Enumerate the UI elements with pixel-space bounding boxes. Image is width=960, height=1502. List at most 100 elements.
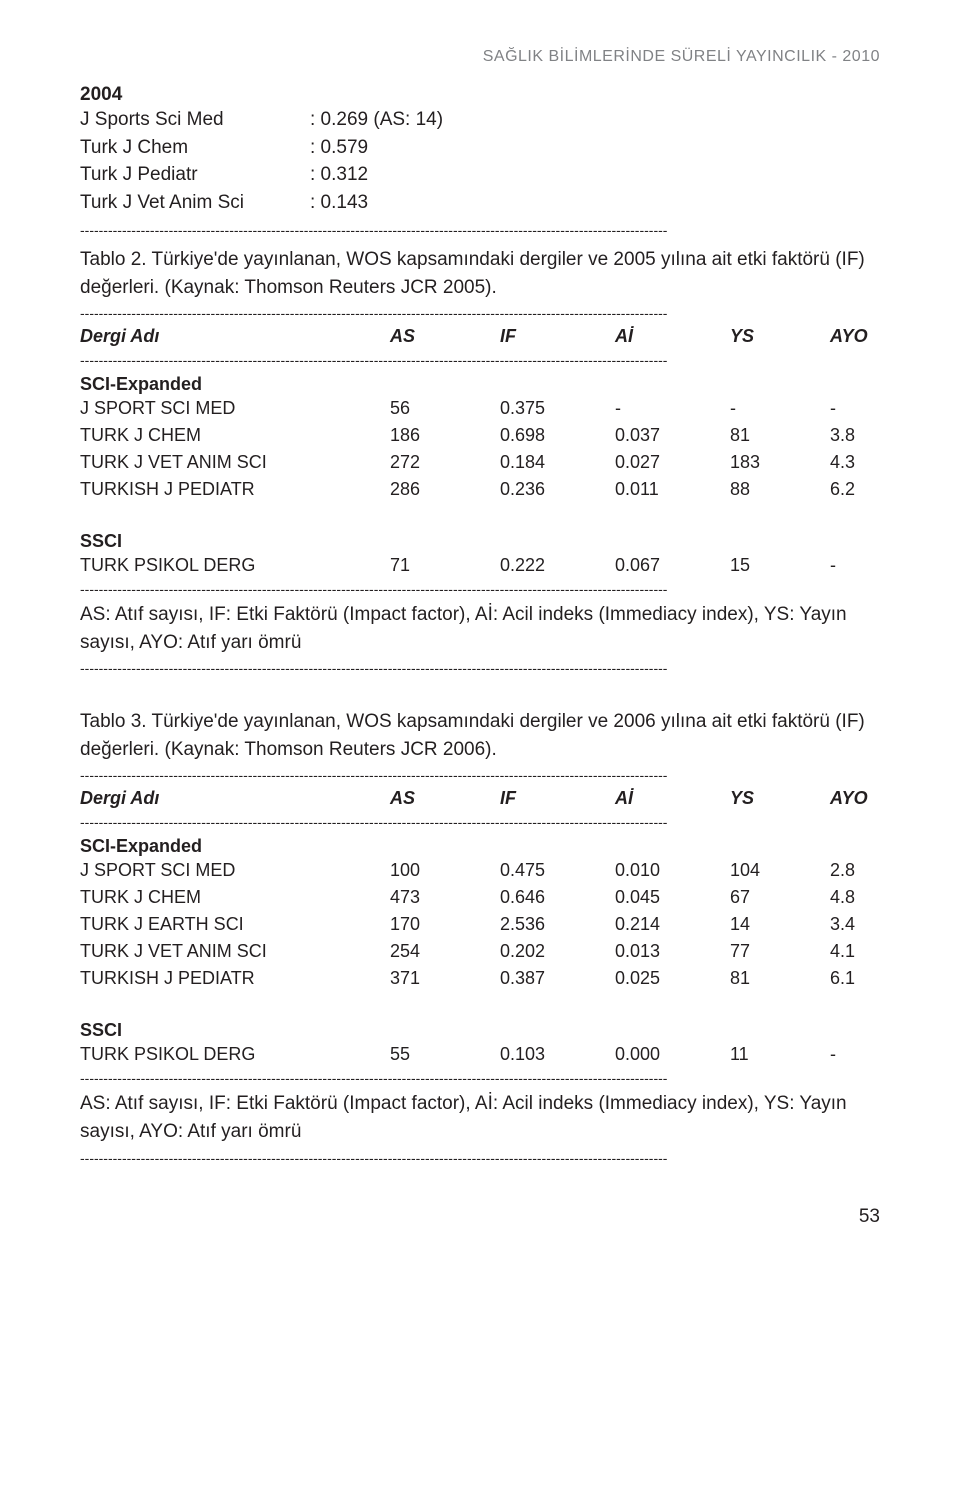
tablo2-ssci-label: SSCI xyxy=(80,531,880,552)
col-ys: YS xyxy=(730,785,830,812)
cell: 170 xyxy=(390,911,500,938)
journal-line: J Sports Sci Med : 0.269 (AS: 14) xyxy=(80,106,880,134)
separator: ----------------------------------------… xyxy=(80,352,880,368)
cell: 272 xyxy=(390,449,500,476)
tablo2-note: AS: Atıf sayısı, IF: Etki Faktörü (Impac… xyxy=(80,601,880,656)
cell: 0.013 xyxy=(615,938,730,965)
cell: 3.8 xyxy=(830,422,880,449)
table-row: TURK J CHEM4730.6460.045674.8 xyxy=(80,884,880,911)
cell: 0.027 xyxy=(615,449,730,476)
cell: 56 xyxy=(390,395,500,422)
cell: - xyxy=(615,395,730,422)
journal-name: Turk J Chem xyxy=(80,134,310,162)
col-as: AS xyxy=(390,785,500,812)
col-name: Dergi Adı xyxy=(80,323,390,350)
journal-name: Turk J Vet Anim Sci xyxy=(80,189,310,217)
separator: ----------------------------------------… xyxy=(80,222,880,238)
cell: 2.8 xyxy=(830,857,880,884)
journal-line: Turk J Pediatr : 0.312 xyxy=(80,161,880,189)
cell: TURKISH J PEDIATR xyxy=(80,476,390,503)
col-ys: YS xyxy=(730,323,830,350)
cell: 3.4 xyxy=(830,911,880,938)
cell: 11 xyxy=(730,1041,830,1068)
cell: 0.025 xyxy=(615,965,730,992)
cell: 4.8 xyxy=(830,884,880,911)
page-header: SAĞLIK BİLİMLERİNDE SÜRELİ YAYINCILIK - … xyxy=(80,48,880,66)
year-2004: 2004 xyxy=(80,84,880,106)
separator: ----------------------------------------… xyxy=(80,660,880,676)
cell: 81 xyxy=(730,965,830,992)
cell: TURKISH J PEDIATR xyxy=(80,965,390,992)
cell: 0.000 xyxy=(615,1041,730,1068)
table-row: TURK J VET ANIM SCI2540.2020.013774.1 xyxy=(80,938,880,965)
cell: TURK PSIKOL DERG xyxy=(80,1041,390,1068)
journal-line: Turk J Chem : 0.579 xyxy=(80,134,880,162)
page-number: 53 xyxy=(80,1206,880,1228)
cell: 0.375 xyxy=(500,395,615,422)
tablo3-caption: Tablo 3. Türkiye'de yayınlanan, WOS kaps… xyxy=(80,708,880,763)
cell: TURK J CHEM xyxy=(80,422,390,449)
cell: 371 xyxy=(390,965,500,992)
table-row: TURK J CHEM1860.6980.037813.8 xyxy=(80,422,880,449)
journal-name: J Sports Sci Med xyxy=(80,106,310,134)
cell: 183 xyxy=(730,449,830,476)
table-row: TURKISH J PEDIATR2860.2360.011886.2 xyxy=(80,476,880,503)
cell: 0.045 xyxy=(615,884,730,911)
cell: - xyxy=(730,395,830,422)
cell: 0.387 xyxy=(500,965,615,992)
col-ayo: AYO xyxy=(830,323,880,350)
cell: 0.011 xyxy=(615,476,730,503)
journal-name: Turk J Pediatr xyxy=(80,161,310,189)
cell: - xyxy=(830,1041,880,1068)
tablo3-header: Dergi Adı AS IF Aİ YS AYO xyxy=(80,785,880,812)
cell: 254 xyxy=(390,938,500,965)
table-row: TURK J VET ANIM SCI2720.1840.0271834.3 xyxy=(80,449,880,476)
table-row: TURK PSIKOL DERG710.2220.06715- xyxy=(80,552,880,579)
cell: 186 xyxy=(390,422,500,449)
journal-value: : 0.143 xyxy=(310,189,368,217)
tablo2-header: Dergi Adı AS IF Aİ YS AYO xyxy=(80,323,880,350)
separator: ----------------------------------------… xyxy=(80,1070,880,1086)
tablo2-caption: Tablo 2. Türkiye'de yayınlanan, WOS kaps… xyxy=(80,246,880,301)
cell: 0.698 xyxy=(500,422,615,449)
section-2004: 2004 J Sports Sci Med : 0.269 (AS: 14) T… xyxy=(80,84,880,216)
tablo2-sci-label: SCI-Expanded xyxy=(80,374,880,395)
separator: ----------------------------------------… xyxy=(80,1150,880,1166)
cell: 0.214 xyxy=(615,911,730,938)
table-row: TURK J EARTH SCI1702.5360.214143.4 xyxy=(80,911,880,938)
col-name: Dergi Adı xyxy=(80,785,390,812)
cell: 286 xyxy=(390,476,500,503)
cell: 0.184 xyxy=(500,449,615,476)
cell: 71 xyxy=(390,552,500,579)
table-row: J SPORT SCI MED1000.4750.0101042.8 xyxy=(80,857,880,884)
cell: 67 xyxy=(730,884,830,911)
col-if: IF xyxy=(500,785,615,812)
cell: 0.010 xyxy=(615,857,730,884)
cell: TURK J CHEM xyxy=(80,884,390,911)
separator: ----------------------------------------… xyxy=(80,581,880,597)
cell: 4.1 xyxy=(830,938,880,965)
cell: - xyxy=(830,395,880,422)
journal-value: : 0.269 (AS: 14) xyxy=(310,106,443,134)
separator: ----------------------------------------… xyxy=(80,305,880,321)
cell: 0.037 xyxy=(615,422,730,449)
table-row: J SPORT SCI MED560.375--- xyxy=(80,395,880,422)
cell: TURK J EARTH SCI xyxy=(80,911,390,938)
col-if: IF xyxy=(500,323,615,350)
tablo3-sci-label: SCI-Expanded xyxy=(80,836,880,857)
col-ai: Aİ xyxy=(615,785,730,812)
cell: J SPORT SCI MED xyxy=(80,395,390,422)
cell: 14 xyxy=(730,911,830,938)
journal-value: : 0.579 xyxy=(310,134,368,162)
cell: 81 xyxy=(730,422,830,449)
table-row: TURK PSIKOL DERG550.1030.00011- xyxy=(80,1041,880,1068)
cell: TURK J VET ANIM SCI xyxy=(80,938,390,965)
col-ayo: AYO xyxy=(830,785,880,812)
cell: 473 xyxy=(390,884,500,911)
cell: - xyxy=(830,552,880,579)
cell: 55 xyxy=(390,1041,500,1068)
cell: 77 xyxy=(730,938,830,965)
tablo3-note: AS: Atıf sayısı, IF: Etki Faktörü (Impac… xyxy=(80,1090,880,1145)
cell: 0.236 xyxy=(500,476,615,503)
cell: 0.067 xyxy=(615,552,730,579)
